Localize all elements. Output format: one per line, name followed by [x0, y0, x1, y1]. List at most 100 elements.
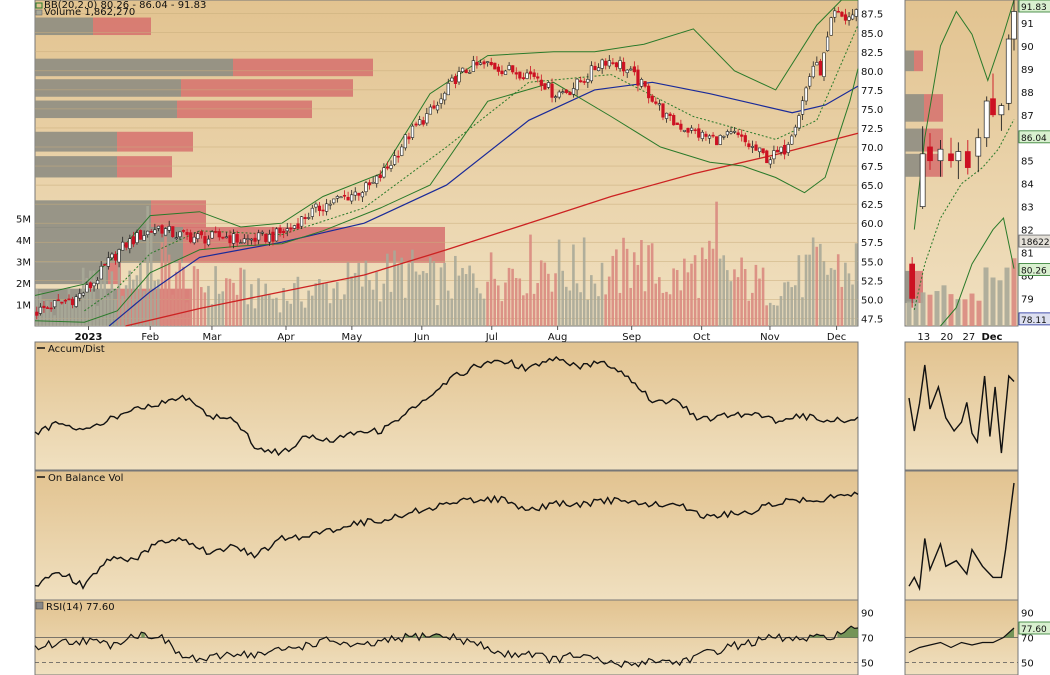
volume-bar: [783, 282, 786, 326]
candle-body: [690, 127, 694, 131]
candle-body: [342, 194, 347, 197]
x-axis-label: Nov: [760, 332, 780, 343]
candle-body: [124, 242, 128, 248]
volume-bar: [536, 283, 539, 326]
volume-bar: [554, 273, 557, 326]
candle-body: [418, 119, 422, 126]
candle-body: [768, 159, 772, 165]
candle-body: [654, 101, 658, 104]
volume-bar: [85, 277, 89, 326]
candle-body: [74, 296, 78, 307]
candle-body: [543, 83, 547, 90]
volume-bar: [715, 201, 718, 326]
candle-body: [461, 67, 465, 73]
rsi-overbought-fill: [837, 626, 858, 638]
volume-bar: [754, 264, 758, 326]
volume-bar: [518, 278, 522, 326]
zoom-candle-body: [1011, 11, 1017, 40]
volume-bar: [847, 273, 851, 326]
zoom-volume-bar: [976, 300, 982, 326]
candle-body: [596, 67, 601, 71]
price-axis-label: 70.0: [861, 143, 883, 154]
volume-bar: [214, 266, 217, 326]
volume-profile-grey-bar-5: [35, 156, 117, 178]
volume-bar: [106, 296, 110, 326]
volume-bar: [99, 279, 103, 326]
volume-axis-label: 4M: [16, 236, 31, 247]
candle-body: [536, 76, 540, 79]
volume-bar: [411, 249, 414, 326]
volume-bar: [153, 280, 157, 326]
volume-bar: [811, 237, 815, 326]
volume-bar: [271, 298, 275, 326]
volume-bar: [357, 262, 361, 326]
candle-body: [364, 182, 368, 193]
accum-dist-title: Accum/Dist: [48, 344, 105, 355]
volume-bar: [128, 270, 132, 326]
volume-bar: [507, 267, 511, 326]
volume-bar: [761, 267, 765, 326]
candle-body: [146, 230, 150, 235]
candle-body: [278, 227, 282, 234]
candle-body: [800, 100, 805, 115]
volume-bar: [675, 270, 679, 326]
candle-body: [511, 65, 515, 73]
volume-bar: [697, 297, 700, 326]
candle-body: [314, 203, 318, 208]
volume-bar: [250, 284, 253, 326]
volume-bar: [704, 259, 708, 326]
candle-body: [131, 236, 136, 245]
volume-bar: [264, 283, 267, 326]
zoom-price-axis-label: 81: [1021, 249, 1034, 260]
candle-body: [496, 66, 500, 72]
candle-body: [625, 69, 629, 74]
volume-bar: [640, 240, 643, 326]
candle-body: [271, 231, 275, 242]
candle-body: [231, 233, 236, 244]
volume-profile-grey-bar-6: [35, 200, 151, 228]
volume-bar: [60, 300, 64, 326]
volume-bar: [49, 301, 53, 326]
volume-bar: [457, 275, 461, 326]
volume-profile-red-bar-0: [93, 17, 151, 36]
candle-body: [500, 70, 504, 75]
candle-body: [854, 9, 858, 17]
candle-body: [38, 306, 42, 314]
candle-body: [96, 280, 100, 285]
candle-body: [70, 298, 75, 306]
volume-bar: [400, 257, 403, 326]
candle-body: [138, 230, 143, 240]
zoom-candle-body: [948, 153, 954, 162]
zoom-candle-body: [964, 151, 971, 168]
candle-body: [113, 254, 118, 261]
obv-line: [34, 491, 859, 590]
x-axis-label: Apr: [277, 332, 295, 343]
candle-body: [732, 130, 737, 133]
rsi-value-badge: [1018, 621, 1050, 635]
volume-bar: [314, 283, 318, 326]
volume-profile-grey-bar-2: [35, 79, 181, 97]
volume-bar: [439, 267, 443, 326]
candle-body: [825, 36, 830, 52]
volume-bar: [829, 268, 833, 326]
volume-bar: [196, 268, 200, 326]
volume-bar: [575, 283, 579, 326]
volume-bar: [683, 258, 686, 326]
volume-bar: [167, 254, 171, 326]
candle-body: [192, 236, 196, 244]
volume-bar: [597, 296, 600, 326]
candle-body: [761, 148, 765, 154]
volume-axis-label: 1M: [16, 301, 31, 312]
zoom-volume-bar: [920, 292, 926, 326]
candle-body: [554, 96, 558, 99]
candle-body: [757, 147, 762, 153]
candle-body: [532, 72, 536, 77]
volume-bar: [622, 237, 625, 326]
volume-bar: [446, 290, 450, 326]
volume-bar: [604, 294, 607, 326]
candle-body: [783, 144, 787, 155]
volume-bar: [547, 273, 550, 326]
volume-bar: [586, 299, 590, 326]
price-axis-label: 57.5: [861, 238, 883, 249]
volume-bar: [353, 272, 357, 326]
